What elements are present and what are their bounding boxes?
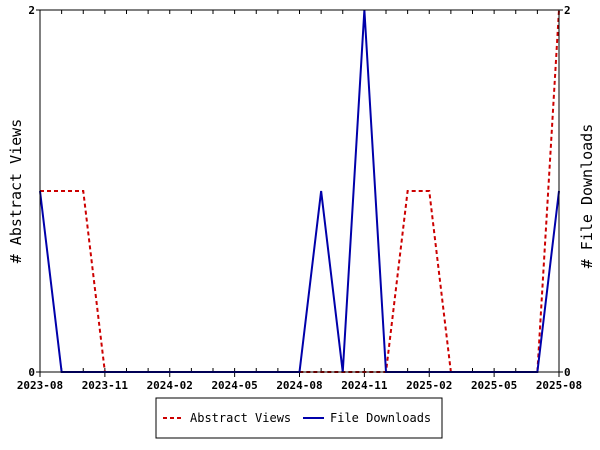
x-tick-label: 2023-08	[17, 379, 63, 392]
y-right-tick-label: 2	[564, 4, 571, 17]
legend-box	[155, 397, 443, 439]
x-tick-label: 2024-08	[276, 379, 322, 392]
y-axis-title-right: # File Downloads	[578, 124, 596, 269]
legend: Abstract Views File Downloads	[155, 397, 443, 439]
legend-label-abstract-views: Abstract Views	[190, 411, 291, 425]
x-tick-label: 2025-05	[471, 379, 517, 392]
x-tick-label: 2024-02	[147, 379, 193, 392]
x-tick-label: 2023-11	[82, 379, 129, 392]
y-left-tick-label: 2	[28, 4, 35, 17]
x-tick-label: 2024-05	[211, 379, 257, 392]
tick-labels: 2023-08 2023-11 2024-02 2024-05 2024-08 2024-…	[17, 4, 582, 392]
plot-frame	[39, 9, 560, 373]
x-tick-label: 2025-08	[536, 379, 582, 392]
legend-label-file-downloads: File Downloads	[330, 411, 431, 425]
y-right-tick-label: 0	[564, 366, 571, 379]
y-axis-title-left: # Abstract Views	[7, 119, 25, 264]
x-tick-label: 2025-02	[406, 379, 452, 392]
y-left-tick-label: 0	[28, 366, 35, 379]
x-tick-label: 2024-11	[341, 379, 388, 392]
